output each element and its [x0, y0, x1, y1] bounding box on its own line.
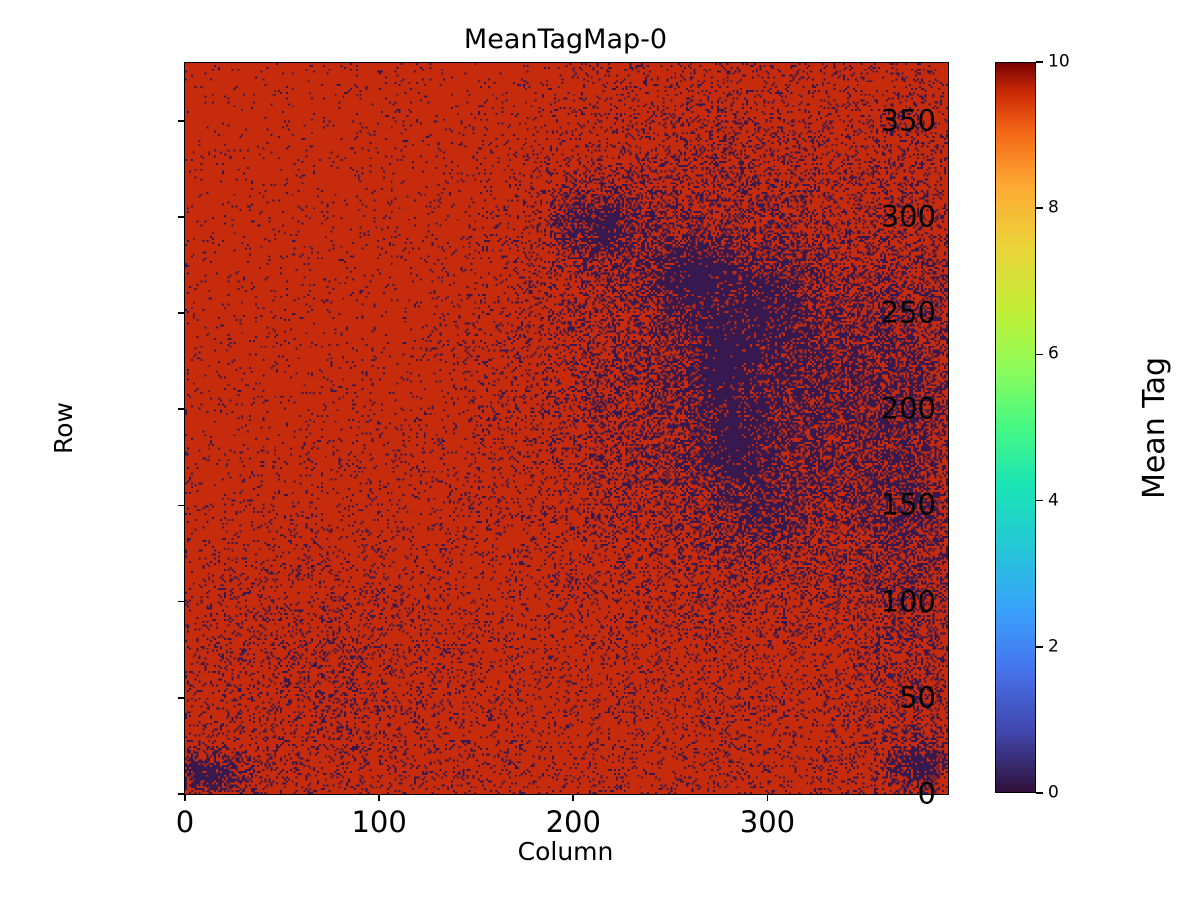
colorbar-tick-label: 0: [1048, 782, 1059, 803]
colorbar-tick-mark: [1036, 207, 1043, 209]
colorbar-tick-mark: [1036, 353, 1043, 356]
colorbar-tick-label: 4: [1048, 490, 1059, 511]
y-tick-mark: [178, 312, 185, 314]
y-tick-mark: [178, 119, 185, 122]
colorbar-tick-mark: [1036, 499, 1043, 502]
colorbar-tick-label: 8: [1048, 197, 1059, 218]
y-tick-label: 150: [880, 487, 936, 522]
y-tick-mark: [178, 504, 185, 507]
y-tick-label: 0: [917, 776, 936, 811]
y-tick-label: 50: [899, 680, 936, 715]
colorbar-tick-label: 6: [1048, 343, 1059, 364]
x-tick-mark: [572, 794, 575, 801]
heatmap-image[interactable]: [185, 63, 948, 794]
x-tick-label: 200: [545, 805, 601, 839]
y-tick-mark: [178, 697, 185, 699]
x-tick-label: 100: [351, 805, 407, 839]
y-axis-label: Row: [49, 62, 78, 793]
y-axis-label-text: Row: [49, 401, 78, 454]
heatmap-axes[interactable]: 0 50 100 150 200 250 300 350 0 100 200 300: [176, 62, 949, 837]
colorbar-tick-mark: [1036, 792, 1043, 794]
y-tick-label: 350: [880, 103, 936, 138]
colorbar-label: Mean Tag: [1137, 62, 1172, 793]
page-title: MeanTagMap-0: [463, 24, 668, 55]
y-tick-mark: [178, 600, 185, 603]
x-tick-label: 300: [739, 805, 796, 839]
colorbar-label-text: Mean Tag: [1137, 356, 1172, 499]
y-tick-mark: [178, 793, 185, 795]
colorbar-gradient[interactable]: [995, 62, 1036, 793]
x-tick-label: 0: [175, 805, 195, 839]
y-tick-label: 200: [880, 391, 936, 426]
x-tick-mark: [184, 794, 186, 801]
y-tick-label: 300: [880, 199, 936, 234]
colorbar[interactable]: 0 2 4 6 8 10: [995, 53, 1070, 801]
colorbar-tick-mark: [1036, 646, 1043, 648]
x-tick-mark: [766, 794, 769, 801]
y-tick-mark: [178, 216, 185, 218]
x-axis-label: Column: [517, 837, 614, 866]
colorbar-tick-label: 2: [1048, 636, 1059, 657]
y-tick-mark: [178, 408, 185, 411]
y-tick-label: 100: [880, 584, 936, 619]
y-tick-label: 250: [880, 295, 936, 330]
colorbar-tick-mark: [1036, 61, 1043, 63]
colorbar-tick-label: 10: [1048, 51, 1070, 72]
x-tick-mark: [378, 794, 380, 801]
